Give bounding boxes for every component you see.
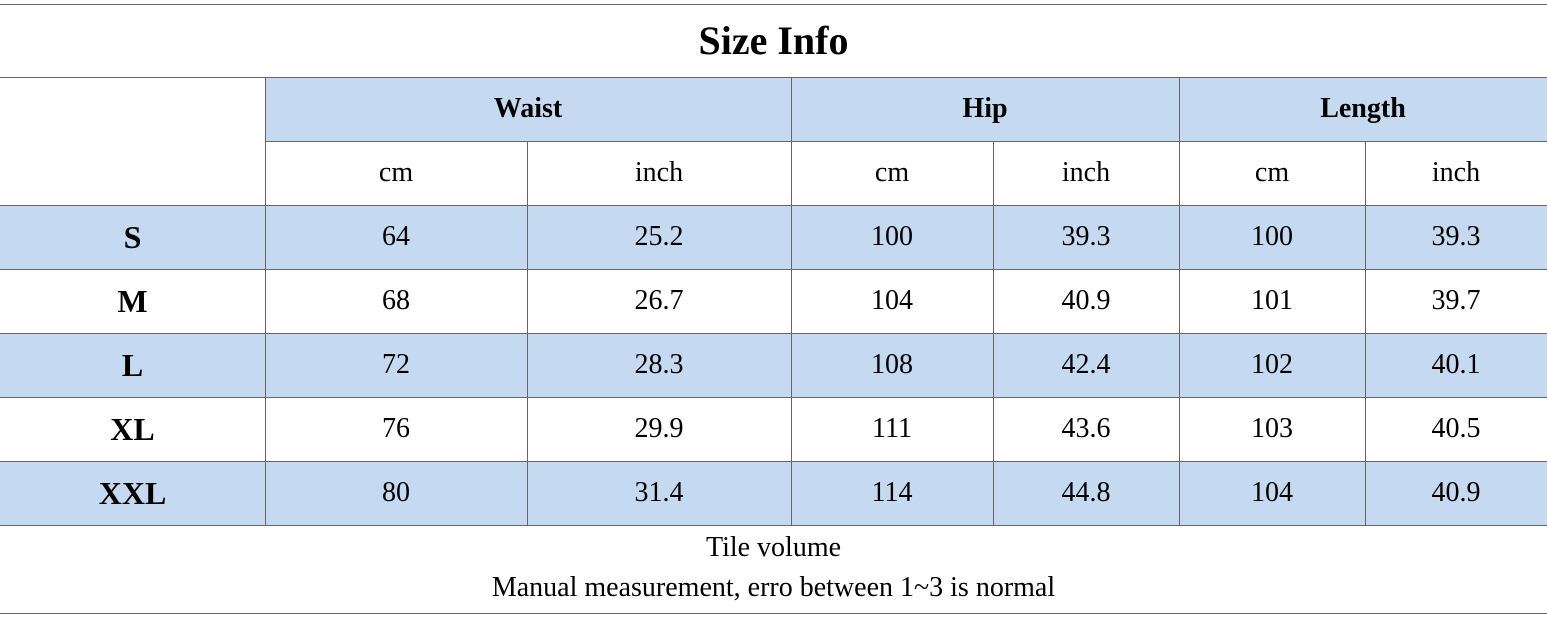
unit-header: cm: [1254, 157, 1290, 188]
value-cell: 111: [872, 413, 912, 444]
value-cell: 40.1: [1365, 333, 1547, 397]
group-header: Hip: [791, 77, 1179, 141]
size-label: XXL: [0, 461, 265, 525]
size-label: M: [117, 282, 148, 319]
rule: [0, 525, 1547, 526]
value-cell: 43.6: [1061, 413, 1111, 444]
unit-header: inch: [634, 157, 684, 188]
value-cell: 25.2: [527, 205, 791, 269]
unit-header: cm: [378, 157, 414, 188]
value-cell: 42.4: [993, 333, 1179, 397]
value-cell: 108: [791, 333, 993, 397]
rule: [265, 141, 1547, 142]
rule: [0, 397, 1547, 398]
rule: [527, 141, 528, 525]
value-cell: 101: [1251, 285, 1293, 316]
value-cell: 76: [382, 413, 410, 444]
value-cell: 100: [1179, 205, 1365, 269]
value-cell: 64: [265, 205, 527, 269]
group-header: Waist: [265, 77, 791, 141]
value-cell: 28.3: [527, 333, 791, 397]
rule: [791, 77, 792, 525]
rule: [0, 461, 1547, 462]
unit-header: cm: [874, 157, 910, 188]
value-cell: 100: [791, 205, 993, 269]
value-cell: 102: [1179, 333, 1365, 397]
value-cell: 80: [265, 461, 527, 525]
title: Size Info: [698, 18, 849, 63]
size-label: S: [0, 205, 265, 269]
value-cell: 31.4: [527, 461, 791, 525]
value-cell: 114: [791, 461, 993, 525]
value-cell: 44.8: [993, 461, 1179, 525]
value-cell: 68: [382, 285, 410, 316]
rule: [0, 269, 1547, 270]
size-label: XL: [110, 410, 155, 447]
rule: [0, 333, 1547, 334]
rule: [1365, 141, 1366, 525]
value-cell: 39.7: [1431, 285, 1481, 316]
unit-header: inch: [1431, 157, 1481, 188]
value-cell: 29.9: [634, 413, 684, 444]
unit-header: inch: [1061, 157, 1111, 188]
note: Tile volume: [705, 532, 842, 563]
value-cell: 26.7: [634, 285, 684, 316]
rule: [1179, 77, 1180, 525]
rule: [0, 205, 1547, 206]
rule: [993, 141, 994, 525]
note: Manual measurement, erro between 1~3 is …: [491, 572, 1056, 603]
value-cell: 40.5: [1431, 413, 1481, 444]
value-cell: 103: [1251, 413, 1293, 444]
group-header: Length: [1179, 77, 1547, 141]
rule: [0, 4, 1547, 5]
rule: [0, 613, 1547, 614]
value-cell: 40.9: [1365, 461, 1547, 525]
rule: [265, 77, 266, 525]
value-cell: 72: [265, 333, 527, 397]
size-label: L: [0, 333, 265, 397]
value-cell: 104: [1179, 461, 1365, 525]
value-cell: 39.3: [1365, 205, 1547, 269]
value-cell: 39.3: [993, 205, 1179, 269]
rule: [0, 77, 1547, 78]
value-cell: 104: [871, 285, 913, 316]
value-cell: 40.9: [1061, 285, 1111, 316]
